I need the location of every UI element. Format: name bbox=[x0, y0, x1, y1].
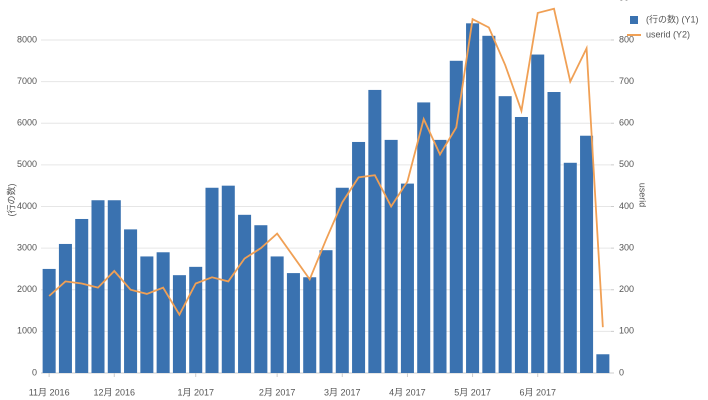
y-tick-label: 7000 bbox=[17, 76, 37, 86]
legend-label: (行の数) (Y1) bbox=[646, 13, 699, 24]
bar bbox=[563, 162, 577, 373]
bar bbox=[270, 256, 284, 373]
bar bbox=[368, 89, 382, 373]
bar bbox=[417, 102, 431, 373]
y-tick-label: 3000 bbox=[17, 242, 37, 252]
bar bbox=[498, 96, 512, 374]
x-tick-label: 11月 2016 bbox=[29, 387, 70, 397]
y-tick-label: 1000 bbox=[17, 326, 37, 336]
bar bbox=[286, 273, 300, 373]
bar bbox=[482, 35, 496, 373]
y2-tick-label: 100 bbox=[619, 326, 634, 336]
y-tick-label: 5000 bbox=[17, 159, 37, 169]
bar bbox=[205, 187, 219, 373]
y-tick-label: 4000 bbox=[17, 201, 37, 211]
bar bbox=[107, 200, 121, 373]
y2-axis-label: userid bbox=[638, 183, 648, 208]
bar bbox=[124, 229, 138, 373]
y-tick-label: 0 bbox=[32, 367, 37, 377]
bar bbox=[580, 135, 594, 373]
bar bbox=[254, 225, 268, 373]
y-tick-label: 2000 bbox=[17, 284, 37, 294]
x-tick-label: 12月 2016 bbox=[94, 387, 136, 397]
bar bbox=[433, 139, 447, 373]
bar bbox=[303, 277, 317, 373]
y-axis-label: (行の数) bbox=[5, 184, 16, 217]
y2-tick-label: 200 bbox=[619, 284, 634, 294]
legend-label: userid (Y2) bbox=[646, 29, 690, 39]
bar bbox=[172, 275, 186, 373]
y2-tick-label: 90 bbox=[619, 0, 629, 3]
bar bbox=[156, 252, 170, 373]
bar bbox=[596, 354, 610, 373]
x-tick-label: 3月 2017 bbox=[324, 387, 361, 397]
legend-swatch bbox=[630, 16, 638, 24]
line bbox=[48, 7, 604, 328]
y2-tick-label: 0 bbox=[619, 367, 624, 377]
bar bbox=[42, 268, 56, 373]
y2-tick-label: 300 bbox=[619, 242, 634, 252]
bar bbox=[75, 218, 89, 373]
x-tick-label: 5月 2017 bbox=[454, 387, 491, 397]
bar bbox=[400, 183, 414, 373]
y2-tick-label: 400 bbox=[619, 201, 634, 211]
x-tick-label: 4月 2017 bbox=[389, 387, 426, 397]
bar bbox=[514, 116, 528, 373]
x-tick-label: 6月 2017 bbox=[519, 387, 556, 397]
y2-tick-label: 600 bbox=[619, 118, 634, 128]
bar bbox=[466, 23, 480, 373]
bar bbox=[238, 214, 252, 373]
bar bbox=[352, 141, 366, 373]
bar bbox=[221, 185, 235, 373]
y2-tick-label: 700 bbox=[619, 76, 634, 86]
y2-tick-label: 800 bbox=[619, 34, 634, 44]
bar bbox=[140, 256, 154, 373]
y2-tick-label: 500 bbox=[619, 159, 634, 169]
bar bbox=[547, 92, 561, 373]
bar bbox=[384, 139, 398, 373]
y-tick-label: 8000 bbox=[17, 34, 37, 44]
bar bbox=[335, 187, 349, 373]
y-tick-label: 6000 bbox=[17, 118, 37, 128]
bar bbox=[319, 250, 333, 373]
x-tick-label: 2月 2017 bbox=[259, 387, 296, 397]
bar bbox=[58, 243, 72, 373]
bar bbox=[531, 54, 545, 374]
bar bbox=[189, 266, 203, 373]
x-tick-label: 1月 2017 bbox=[177, 387, 214, 397]
bar bbox=[449, 60, 463, 373]
